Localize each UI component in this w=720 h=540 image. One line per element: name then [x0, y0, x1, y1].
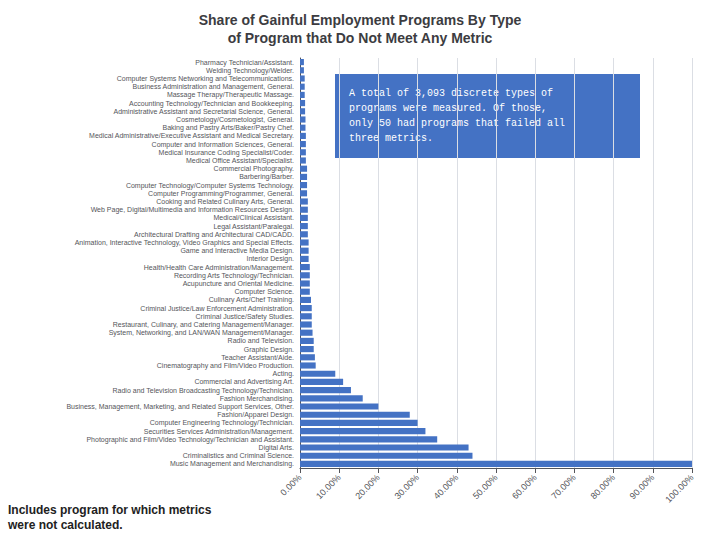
- svg-text:Animation, Interactive Technol: Animation, Interactive Technology, Video…: [75, 239, 294, 247]
- svg-text:Share of Gainful Employment Pr: Share of Gainful Employment Programs By …: [199, 12, 522, 28]
- svg-text:Criminal Justice/Safety Studie: Criminal Justice/Safety Studies.: [196, 313, 294, 321]
- svg-text:Medical Administrative/Executi: Medical Administrative/Executive Assista…: [89, 132, 294, 140]
- svg-text:20.00%: 20.00%: [353, 472, 382, 501]
- svg-text:Game and Interactive Media Des: Game and Interactive Media Design.: [180, 247, 294, 255]
- svg-text:Medical Insurance Coding Speci: Medical Insurance Coding Specialist/Code…: [159, 149, 294, 157]
- svg-text:Computer Systems Networking an: Computer Systems Networking and Telecomm…: [117, 75, 294, 83]
- svg-text:10.00%: 10.00%: [314, 472, 343, 501]
- svg-text:System, Networking, and LAN/WA: System, Networking, and LAN/WAN Manageme…: [109, 329, 294, 337]
- svg-text:Recording Arts Technology/Tech: Recording Arts Technology/Technician.: [174, 272, 294, 280]
- svg-text:Massage Therapy/Therapeutic Ma: Massage Therapy/Therapeutic Massage.: [167, 91, 294, 99]
- svg-text:Music Management and Merchandi: Music Management and Merchandising.: [170, 460, 294, 468]
- svg-text:80.00%: 80.00%: [589, 472, 618, 501]
- svg-text:100.00%: 100.00%: [663, 472, 695, 504]
- svg-text:Administrative Assistant and S: Administrative Assistant and Secretarial…: [113, 108, 294, 115]
- svg-text:Welding Technology/Welder.: Welding Technology/Welder.: [206, 67, 294, 75]
- svg-text:30.00%: 30.00%: [393, 472, 422, 501]
- svg-text:Computer Programming/Programme: Computer Programming/Programmer, General…: [148, 190, 294, 198]
- svg-text:Culinary Arts/Chef Training.: Culinary Arts/Chef Training.: [209, 296, 294, 304]
- svg-text:90.00%: 90.00%: [628, 472, 657, 501]
- svg-text:of Program that Do Not Meet An: of Program that Do Not Meet Any Metric: [228, 30, 493, 46]
- svg-text:Cinematography and Film/Video: Cinematography and Film/Video Production…: [157, 362, 294, 370]
- svg-text:Criminal Justice/Law Enforceme: Criminal Justice/Law Enforcement Adminis…: [140, 305, 294, 312]
- svg-text:Photographic and Film/Video Te: Photographic and Film/Video Technology/T…: [86, 436, 294, 444]
- svg-text:Commercial Photography.: Commercial Photography.: [214, 165, 294, 173]
- svg-text:Graphic Design.: Graphic Design.: [244, 346, 294, 354]
- svg-text:Interior Design.: Interior Design.: [247, 255, 295, 263]
- svg-text:Pharmacy Technician/Assistant.: Pharmacy Technician/Assistant.: [195, 59, 294, 67]
- svg-text:Architectural Drafting and Arc: Architectural Drafting and Architectural…: [134, 231, 294, 239]
- svg-text:Criminalistics and Criminal Sc: Criminalistics and Criminal Science.: [183, 452, 294, 459]
- svg-text:only 50 had programs that fail: only 50 had programs that failed all: [349, 118, 565, 129]
- svg-text:Acupuncture and Oriental Medic: Acupuncture and Oriental Medicine.: [183, 280, 294, 288]
- svg-text:0.00%: 0.00%: [278, 472, 303, 497]
- svg-text:Computer Engineering Technolog: Computer Engineering Technology/Technici…: [150, 419, 294, 427]
- svg-text:Health/Health Care Administrat: Health/Health Care Administration/Manage…: [144, 264, 294, 272]
- svg-text:Medical/Clinical Assistant.: Medical/Clinical Assistant.: [213, 214, 294, 221]
- svg-text:Computer and Information Scien: Computer and Information Sciences, Gener…: [152, 141, 294, 149]
- svg-text:Fashion Merchandising.: Fashion Merchandising.: [220, 395, 294, 403]
- svg-text:Radio and Television Broadcast: Radio and Television Broadcasting Techno…: [113, 387, 295, 395]
- svg-text:Fashion/Apparel Design.: Fashion/Apparel Design.: [217, 411, 294, 419]
- svg-text:Digital Arts.: Digital Arts.: [259, 444, 294, 452]
- svg-text:Includes program for which met: Includes program for which metrics: [8, 503, 212, 517]
- svg-text:Barbering/Barber.: Barbering/Barber.: [239, 173, 294, 181]
- svg-text:programs were measured. Of tho: programs were measured. Of those,: [349, 103, 547, 114]
- svg-text:Web Page, Digital/Multimedia a: Web Page, Digital/Multimedia and Informa…: [91, 206, 294, 214]
- svg-text:60.00%: 60.00%: [510, 472, 539, 501]
- svg-text:Commercial and Advertising Art: Commercial and Advertising Art.: [194, 378, 294, 386]
- svg-text:Computer Science.: Computer Science.: [234, 288, 294, 296]
- svg-text:Baking and Pastry Arts/Baker/P: Baking and Pastry Arts/Baker/Pastry Chef…: [162, 124, 294, 132]
- svg-text:Legal Assistant/Paralegal.: Legal Assistant/Paralegal.: [213, 223, 294, 231]
- svg-text:40.00%: 40.00%: [432, 472, 461, 501]
- svg-text:Restaurant, Culinary, and Cate: Restaurant, Culinary, and Catering Manag…: [113, 321, 294, 329]
- svg-text:Business, Management, Marketin: Business, Management, Marketing, and Rel…: [66, 403, 294, 411]
- svg-text:50.00%: 50.00%: [471, 472, 500, 501]
- svg-text:Medical Office Assistant/Speci: Medical Office Assistant/Specialist.: [186, 157, 294, 165]
- svg-text:70.00%: 70.00%: [549, 472, 578, 501]
- svg-text:A total of 3,093 discrete type: A total of 3,093 discrete types of: [349, 88, 553, 99]
- svg-text:Acting.: Acting.: [273, 370, 294, 378]
- svg-text:Securities Services Administra: Securities Services Administration/Manag…: [144, 428, 294, 436]
- svg-text:Cosmetology/Cosmetologist, Gen: Cosmetology/Cosmetologist, General.: [176, 116, 294, 124]
- svg-text:Business Administration and Ma: Business Administration and Management, …: [133, 83, 295, 91]
- svg-text:were not calculated.: were not calculated.: [7, 518, 123, 532]
- svg-text:Accounting Technology/Technici: Accounting Technology/Technician and Boo…: [129, 100, 294, 108]
- svg-text:Radio and Television.: Radio and Television.: [228, 337, 294, 344]
- svg-text:Teacher Assistant/Aide.: Teacher Assistant/Aide.: [221, 354, 294, 361]
- svg-text:three metrics.: three metrics.: [349, 133, 433, 144]
- svg-text:Cooking and Related Culinary A: Cooking and Related Culinary Arts, Gener…: [156, 198, 294, 206]
- svg-text:Computer Technology/Computer S: Computer Technology/Computer Systems Tec…: [126, 182, 294, 190]
